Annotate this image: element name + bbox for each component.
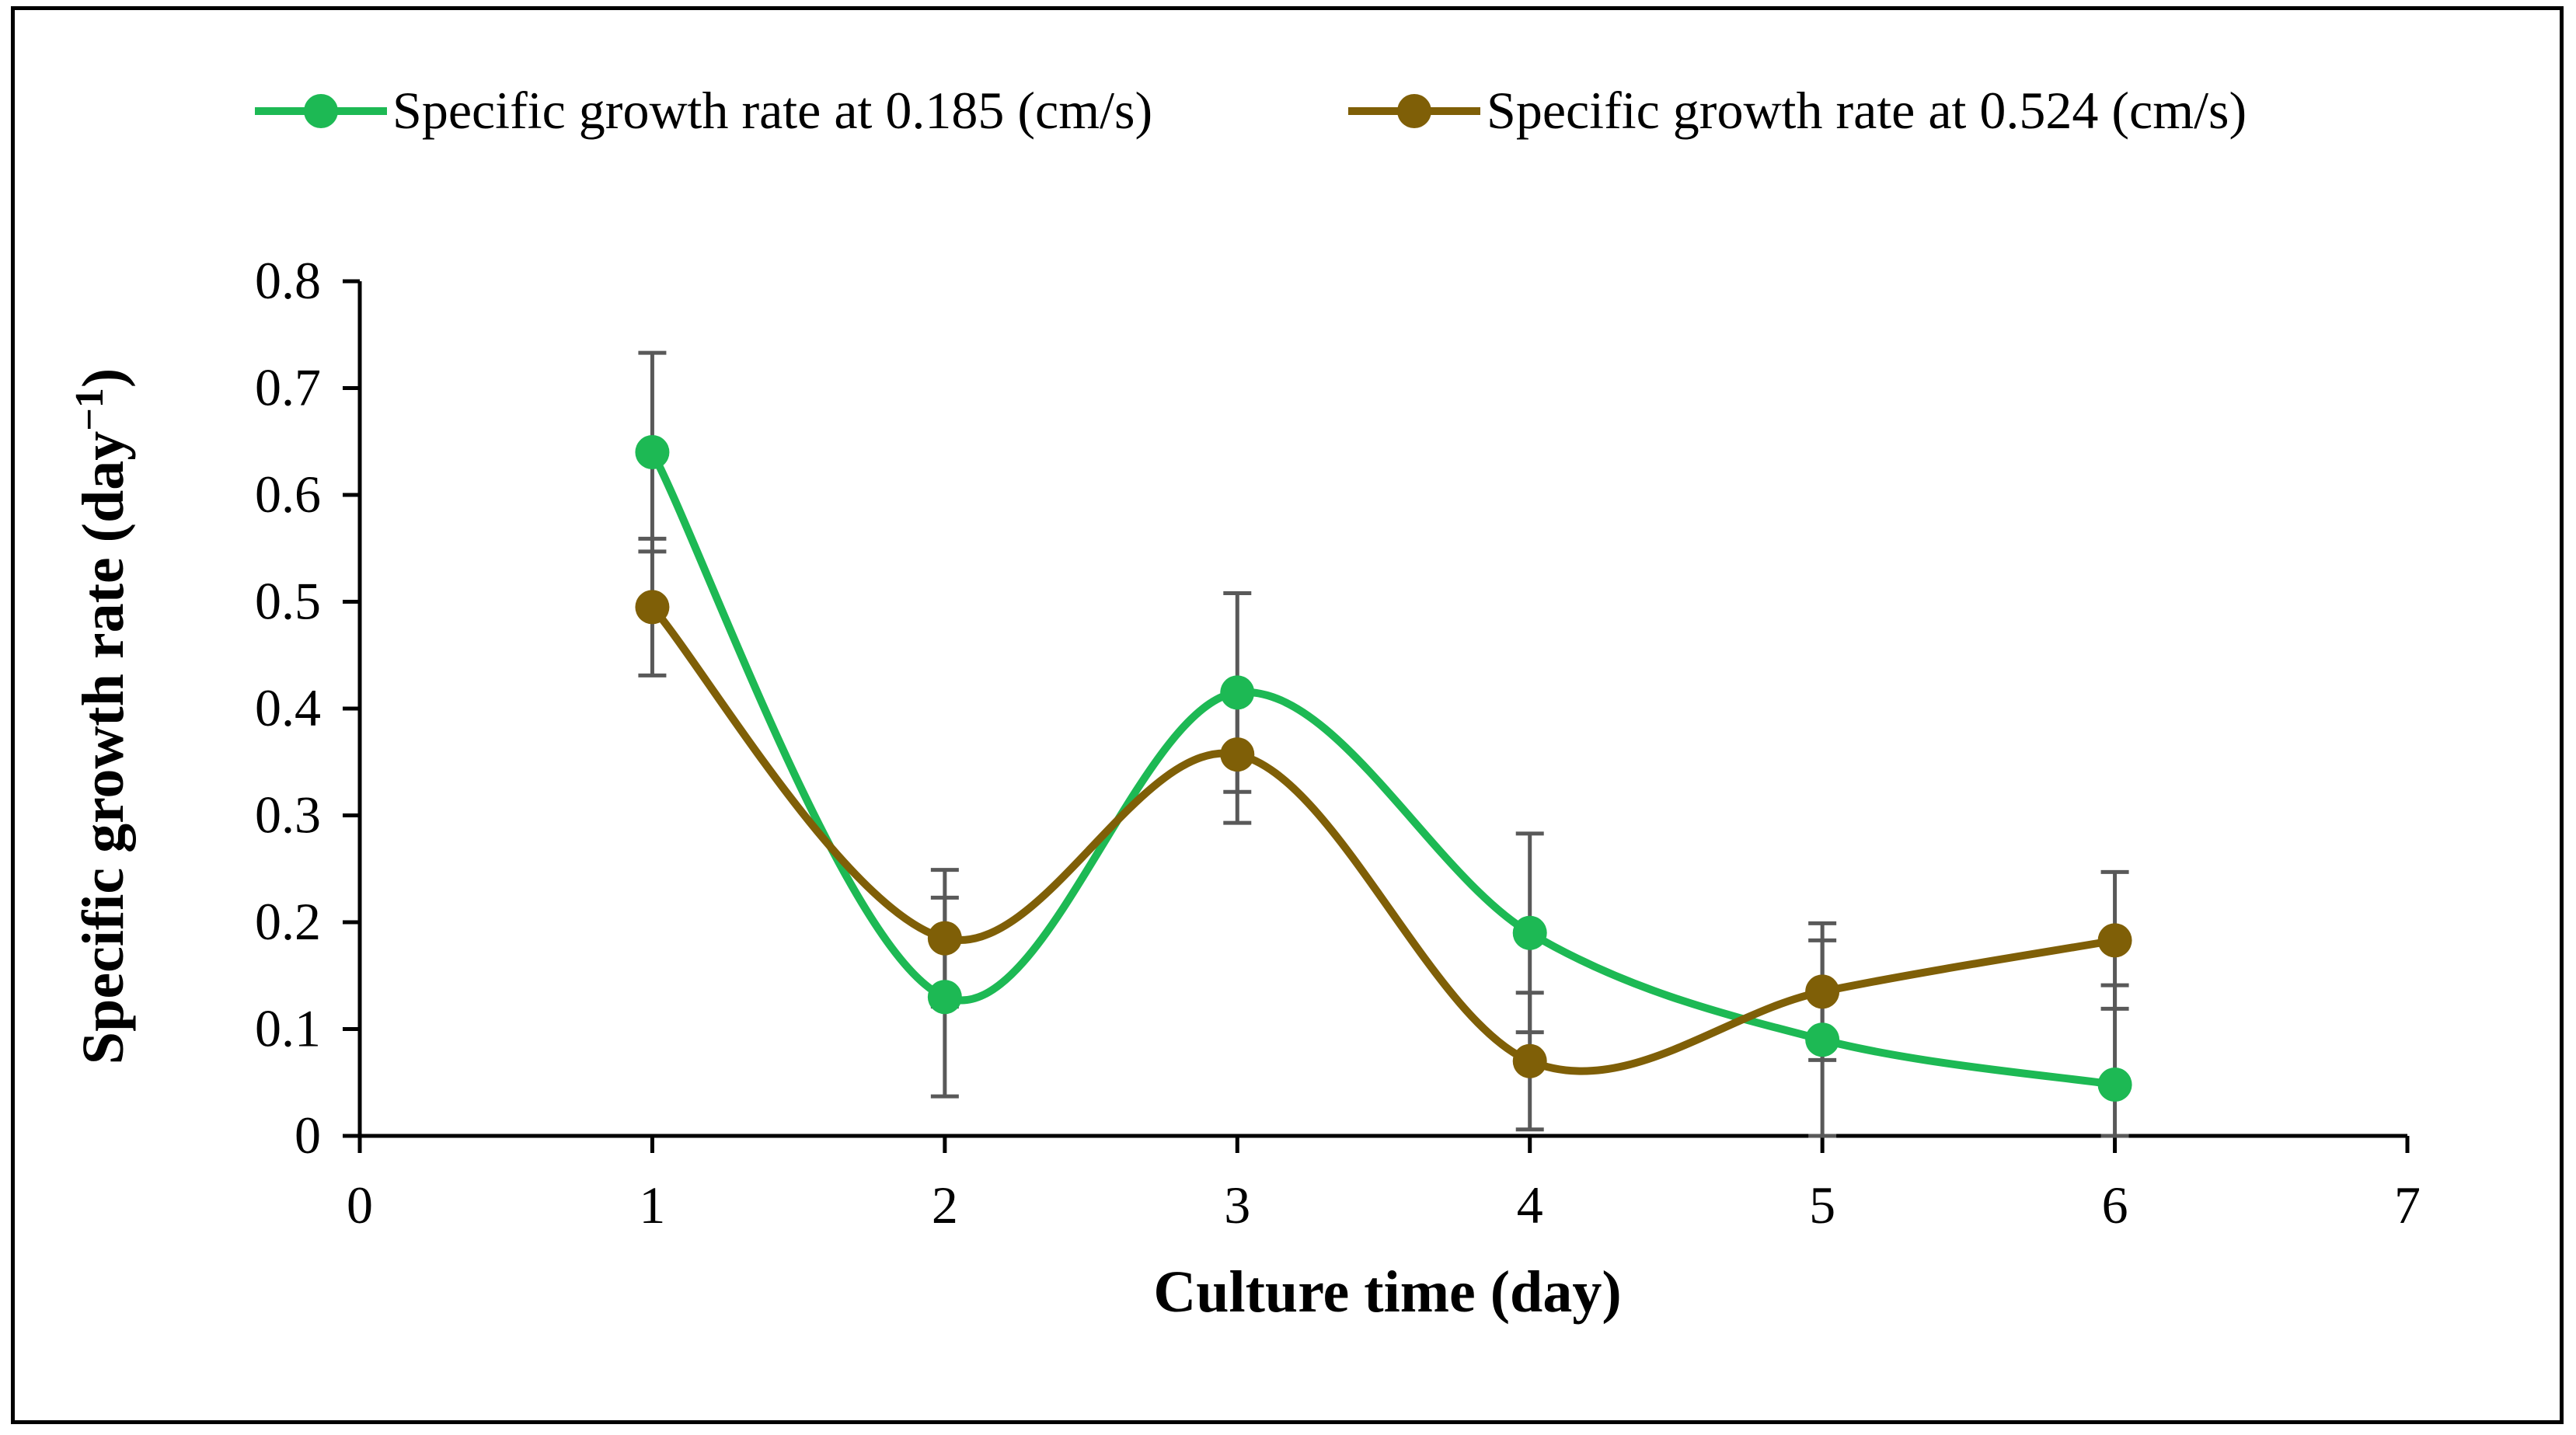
series-line-1 [649,450,2116,1088]
legend-item-1: Specific growth rate at 0.185 (cm/s) [255,81,1152,140]
y-axis-title-superscript: −1 [68,388,112,431]
axes: 0 0.1 0.2 0.3 0.4 0.5 0.6 0.7 0.8 0 1 2 3 4 5 6 7 [255,251,2421,1235]
x-tick-label: 3 [1224,1176,1250,1235]
y-axis-title-main: Specific growth rate (day [71,431,136,1064]
series-1-point [927,980,962,1015]
series-2-point [2097,923,2132,958]
series-2-point [635,590,670,625]
series-2-point [927,921,962,956]
chart-frame [11,6,2564,1424]
series-1-point [2097,1068,2132,1102]
y-tick-label: 0.5 [255,572,321,631]
x-tick-label: 6 [2102,1176,2128,1235]
legend-swatch-marker [1397,94,1431,128]
x-axis-title: Culture time (day) [1153,1259,1621,1325]
series-2-point [1220,737,1255,772]
series-points [635,435,2132,1102]
legend-swatch-marker [304,94,338,128]
x-tick-label: 5 [1809,1176,1835,1235]
legend-item-2: Specific growth rate at 0.524 (cm/s) [1348,81,2247,140]
y-tick-label: 0.4 [255,678,321,737]
y-axis-title: Specific growth rate (day−1) [68,368,136,1064]
x-tick-label: 4 [1517,1176,1543,1235]
x-tick-label: 2 [932,1176,958,1235]
y-tick-label: 0.7 [255,358,321,417]
series-1-point [1512,915,1547,950]
y-tick-label: 0.6 [255,465,321,524]
series-lines [649,450,2116,1088]
series-line-2 [649,604,2116,1075]
legend: Specific growth rate at 0.185 (cm/s) Spec… [255,81,2247,140]
y-axis-title-close: ) [71,368,136,388]
y-tick-label: 0.2 [255,892,321,951]
y-ticks: 0 0.1 0.2 0.3 0.4 0.5 0.6 0.7 0.8 [255,251,360,1165]
y-tick-label: 0.3 [255,785,321,845]
legend-label: Specific growth rate at 0.524 (cm/s) [1487,81,2247,140]
series-1-point [1805,1022,1840,1057]
x-tick-label: 0 [347,1176,373,1235]
legend-label: Specific growth rate at 0.185 (cm/s) [392,81,1152,140]
series-2-point [1805,974,1840,1009]
x-ticks: 0 1 2 3 4 5 6 7 [347,1136,2421,1235]
series-1-point [1220,675,1255,710]
error-bars [638,350,2129,1138]
x-tick-label: 1 [639,1176,665,1235]
series-2-point [1512,1043,1547,1078]
y-tick-label: 0.8 [255,251,321,310]
y-tick-label: 0 [295,1106,321,1165]
y-tick-label: 0.1 [255,999,321,1058]
x-tick-label: 7 [2394,1176,2421,1235]
series-1-point [635,435,670,469]
